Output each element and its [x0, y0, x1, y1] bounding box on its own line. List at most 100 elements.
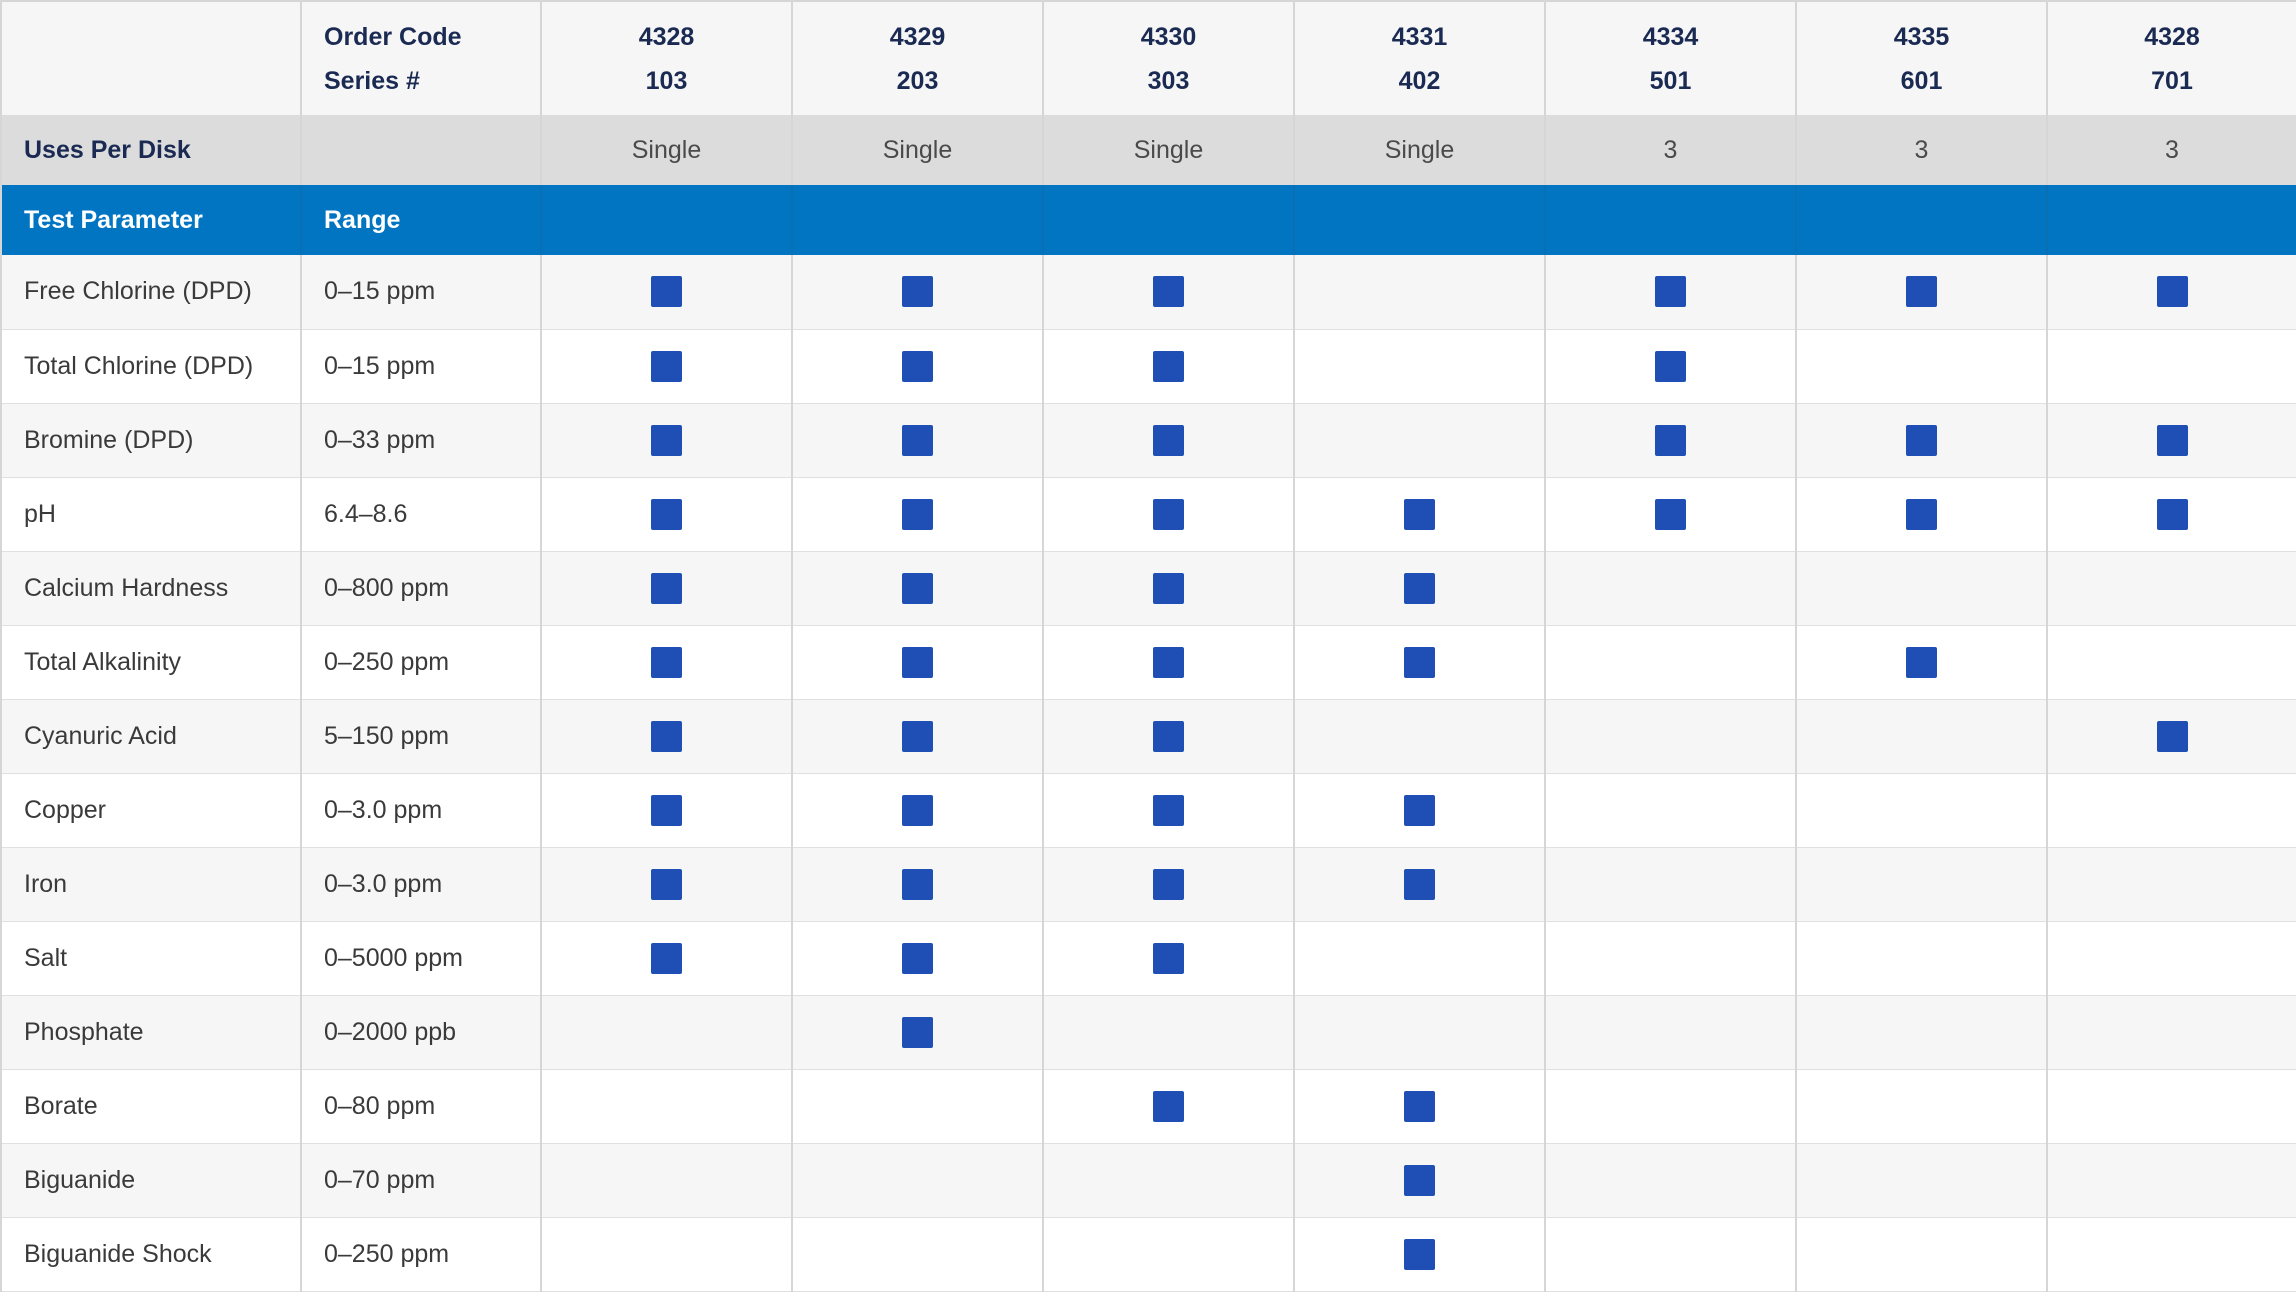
- order-code: 4335: [1893, 22, 1950, 51]
- included-square-icon: [1153, 276, 1184, 308]
- included-square-icon: [902, 1016, 933, 1048]
- table-row: pH 6.4–8.6: [0, 477, 2296, 552]
- included-square-icon: [2156, 498, 2188, 530]
- included-square-icon: [1906, 276, 1937, 308]
- availability-cell: [1544, 329, 1796, 404]
- availability-cell: [1042, 477, 1294, 552]
- availability-cell: [791, 699, 1043, 774]
- availability-cell: [1042, 625, 1294, 700]
- availability-cell: [1293, 1143, 1545, 1218]
- availability-cell: [2046, 847, 2296, 922]
- included-square-icon: [1153, 942, 1184, 974]
- uses-per-disk-value: 3: [2046, 115, 2296, 185]
- availability-cell: [1042, 1217, 1294, 1292]
- availability-cell: [1544, 403, 1796, 478]
- availability-cell: [791, 329, 1043, 404]
- availability-cell: [791, 773, 1043, 848]
- availability-cell: [1544, 551, 1796, 626]
- product-column-header: 4331 402: [1293, 0, 1545, 115]
- order-code: 4329: [889, 22, 946, 51]
- included-square-icon: [651, 424, 682, 456]
- test-parameter-range: 0–3.0 ppm: [300, 773, 541, 848]
- availability-cell: [540, 403, 792, 478]
- included-square-icon: [651, 498, 682, 530]
- availability-cell: [791, 403, 1043, 478]
- availability-cell: [1293, 551, 1545, 626]
- included-square-icon: [2156, 424, 2188, 456]
- availability-cell: [1293, 699, 1545, 774]
- availability-cell: [2046, 403, 2296, 478]
- availability-cell: [791, 255, 1043, 330]
- availability-cell: [1042, 699, 1294, 774]
- test-parameter-range: 0–3.0 ppm: [300, 847, 541, 922]
- test-parameter-range: 0–70 ppm: [300, 1143, 541, 1218]
- availability-cell: [1544, 477, 1796, 552]
- availability-cell: [791, 1143, 1043, 1218]
- availability-cell: [1795, 699, 2047, 774]
- availability-cell: [2046, 1217, 2296, 1292]
- header-row: Order Code Series # 4328 103 4329 203 43…: [0, 0, 2296, 115]
- order-code: 4334: [1642, 22, 1699, 51]
- uses-per-disk-value: Single: [1042, 115, 1294, 185]
- included-square-icon: [902, 794, 933, 826]
- uses-per-disk-blank-cell: [300, 115, 541, 185]
- availability-cell: [2046, 773, 2296, 848]
- included-square-icon: [1404, 868, 1435, 900]
- availability-cell: [1795, 477, 2047, 552]
- availability-cell: [1795, 625, 2047, 700]
- included-square-icon: [1404, 646, 1435, 678]
- availability-cell: [540, 921, 792, 996]
- order-code: 4328: [2144, 22, 2200, 51]
- header-label-cell: Order Code Series #: [300, 0, 541, 115]
- test-parameter-range: 0–250 ppm: [300, 1217, 541, 1292]
- availability-cell: [2046, 255, 2296, 330]
- availability-cell: [1544, 1143, 1796, 1218]
- included-square-icon: [1404, 1090, 1435, 1122]
- series-number: 303: [1147, 66, 1190, 95]
- range-heading: Range: [300, 185, 541, 255]
- table-row: Phosphate 0–2000 ppb: [0, 995, 2296, 1070]
- availability-cell: [1293, 477, 1545, 552]
- section-header-blank-cell: [2046, 185, 2296, 255]
- test-parameter-range: 0–15 ppm: [300, 255, 541, 330]
- included-square-icon: [902, 942, 933, 974]
- included-square-icon: [651, 868, 682, 900]
- availability-cell: [1544, 921, 1796, 996]
- included-square-icon: [651, 276, 682, 308]
- test-parameter-name: Bromine (DPD): [0, 403, 301, 478]
- uses-per-disk-label: Uses Per Disk: [0, 115, 301, 185]
- included-square-icon: [1906, 424, 1937, 456]
- test-parameter-range: 0–5000 ppm: [300, 921, 541, 996]
- availability-cell: [1795, 995, 2047, 1070]
- availability-cell: [2046, 625, 2296, 700]
- availability-cell: [1293, 773, 1545, 848]
- uses-per-disk-value: Single: [1293, 115, 1545, 185]
- availability-cell: [1042, 847, 1294, 922]
- included-square-icon: [1404, 1164, 1435, 1196]
- included-square-icon: [1153, 646, 1184, 678]
- availability-cell: [540, 1143, 792, 1218]
- section-header-blank-cell: [1042, 185, 1294, 255]
- test-parameter-range: 5–150 ppm: [300, 699, 541, 774]
- uses-per-disk-row: Uses Per Disk Single Single Single Singl…: [0, 115, 2296, 185]
- table-row: Calcium Hardness 0–800 ppm: [0, 551, 2296, 626]
- included-square-icon: [1153, 572, 1184, 604]
- uses-per-disk-value: 3: [1795, 115, 2047, 185]
- included-square-icon: [651, 794, 682, 826]
- test-parameter-range: 0–800 ppm: [300, 551, 541, 626]
- availability-cell: [1795, 1069, 2047, 1144]
- availability-cell: [540, 1217, 792, 1292]
- test-parameter-name: Iron: [0, 847, 301, 922]
- availability-cell: [2046, 551, 2296, 626]
- series-number: 402: [1398, 66, 1441, 95]
- availability-cell: [1795, 1217, 2047, 1292]
- included-square-icon: [1153, 424, 1184, 456]
- test-parameter-name: Borate: [0, 1069, 301, 1144]
- availability-cell: [2046, 1143, 2296, 1218]
- included-square-icon: [651, 572, 682, 604]
- table-row: Bromine (DPD) 0–33 ppm: [0, 403, 2296, 478]
- availability-cell: [1795, 773, 2047, 848]
- availability-cell: [791, 1069, 1043, 1144]
- series-label: Series #: [324, 66, 420, 95]
- availability-cell: [1544, 699, 1796, 774]
